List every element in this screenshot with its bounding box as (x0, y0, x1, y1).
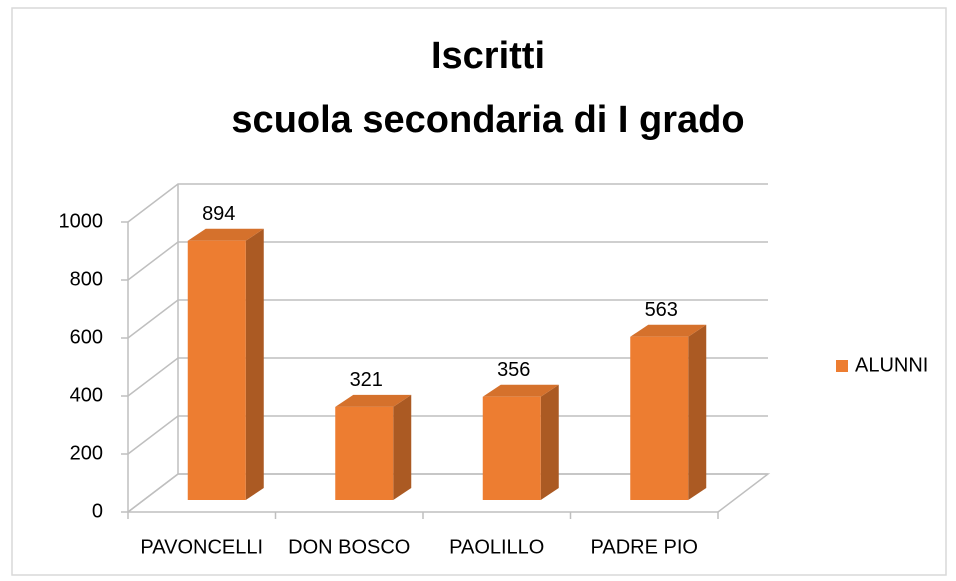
value-label: 321 (350, 369, 383, 391)
bar-side (688, 324, 707, 500)
y-tick-label: 600 (70, 326, 103, 348)
value-label: 894 (202, 203, 235, 225)
y-tick-label: 400 (70, 384, 103, 406)
legend-swatch (836, 360, 848, 372)
bar-top (187, 228, 264, 241)
chart-border (11, 7, 947, 576)
bar-top (335, 394, 412, 407)
bar-side (245, 228, 264, 501)
y-tick-label: 800 (70, 268, 103, 290)
bar-top (630, 324, 707, 337)
grid-line (127, 357, 768, 397)
grid-line (127, 241, 768, 281)
value-label: 563 (645, 299, 678, 321)
bar-side (393, 394, 412, 500)
y-tick-label: 0 (92, 500, 103, 522)
x-tick-label: PADRE PIO (591, 536, 698, 558)
y-tick-label: 200 (70, 442, 103, 464)
y-tick-label: 1000 (59, 210, 104, 232)
bar (482, 396, 541, 500)
chart-title: scuola secondaria di I grado (231, 99, 744, 141)
bar-top (482, 384, 559, 397)
legend-label: ALUNNI (855, 354, 928, 376)
grid-line (127, 415, 768, 455)
chart-title: Iscritti (431, 35, 545, 77)
x-tick-label: PAVONCELLI (140, 536, 263, 558)
value-label: 356 (497, 359, 530, 381)
x-tick-label: PAOLILLO (449, 536, 544, 558)
x-tick-label: DON BOSCO (288, 536, 410, 558)
grid-line (127, 473, 768, 513)
grid-line (127, 183, 768, 223)
bar (630, 336, 689, 500)
grid-line (127, 299, 768, 339)
bar (335, 406, 394, 500)
bar-side (540, 384, 559, 500)
bar (187, 240, 246, 501)
